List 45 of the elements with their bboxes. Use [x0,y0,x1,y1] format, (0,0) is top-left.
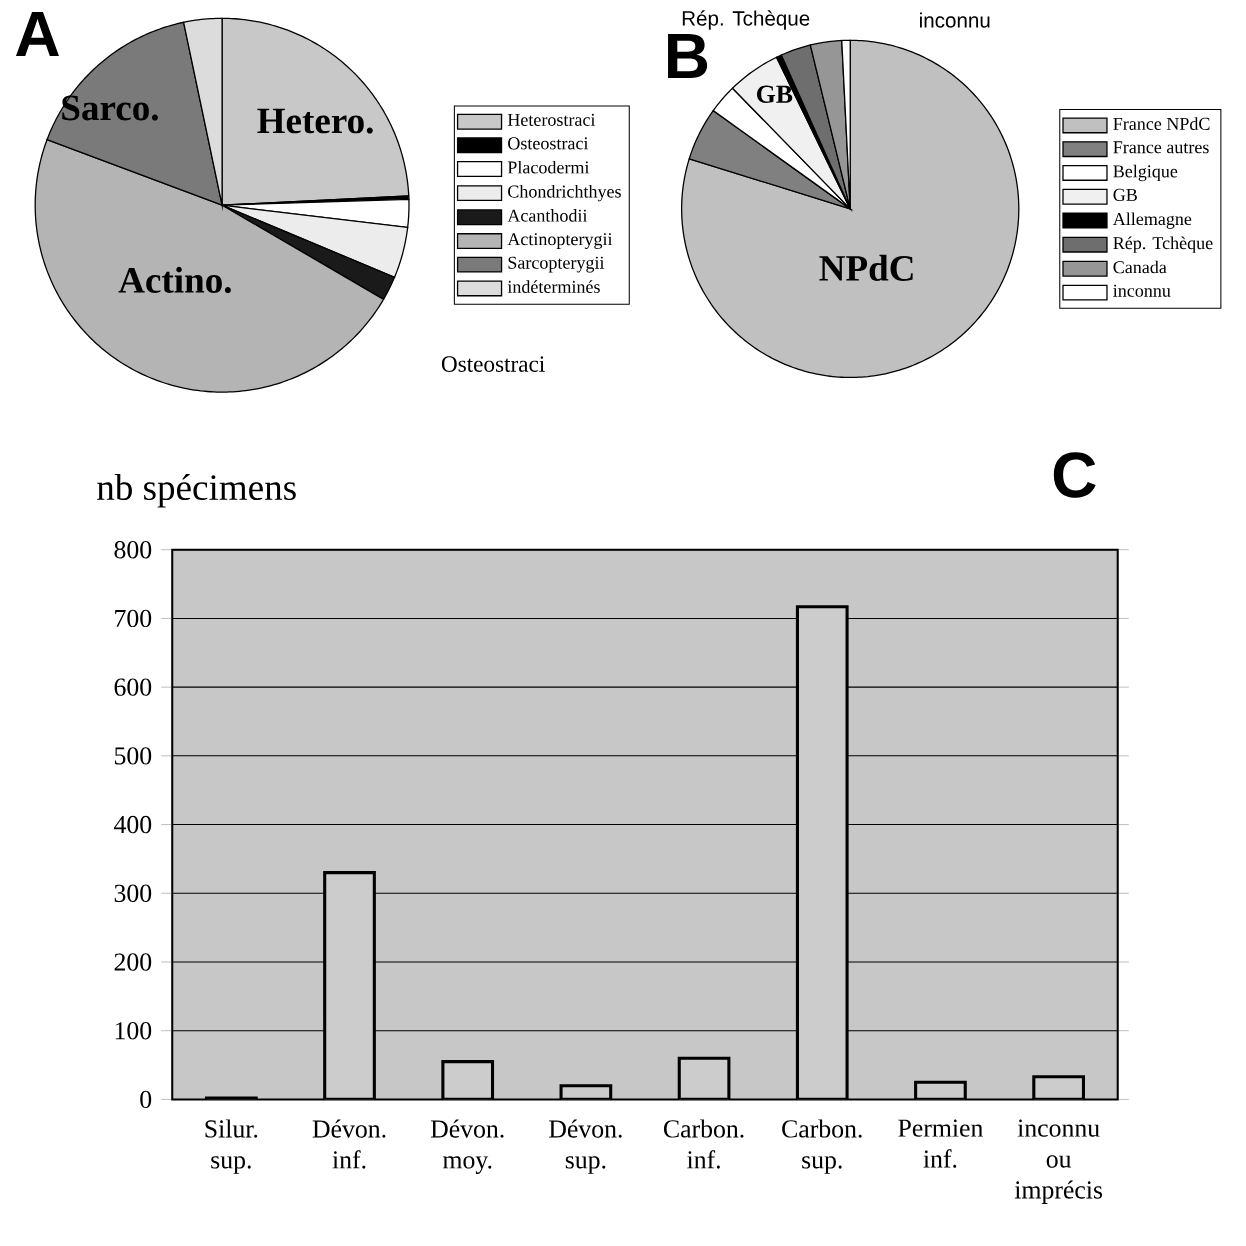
y-tick-label: 500 [115,747,152,765]
legend-label: Belgique [1113,164,1178,182]
legend-label: Chondrichthyes [508,184,621,202]
y-tick-label: 200 [114,953,152,971]
y-tick-label: 100 [115,1022,152,1040]
legend-label: France autres [1113,141,1209,154]
text: Sarco. [62,95,158,121]
legend-label: Heterostraci [507,113,596,126]
chart-title: A [15,11,59,57]
x-tick-label: Dévon. moy. [430,1119,504,1174]
legend-label: France NPdC [1113,117,1210,130]
y-axis-title: nb spécimens [97,473,296,508]
x-tick-label: Permien inf. [898,1119,983,1168]
x-tick-label: Dévon. sup. [549,1119,622,1174]
legend-label: Acanthodii [507,209,588,222]
legend-label: Actinopterygii [507,233,613,249]
legend-label: Placodermi [507,160,590,174]
x-tick-label: Carbon. sup. [782,1119,862,1174]
x-tick-label: Silur. sup. [205,1119,258,1174]
y-tick-label: 400 [113,815,152,834]
legend-label: Allemagne [1112,212,1192,229]
legend-label: GB [1113,188,1137,201]
chart-title: B [668,33,708,79]
y-tick-label: 0 [140,1090,152,1109]
legend-label: inconnu [1113,284,1171,297]
x-tick-label: Dévon. inf. [312,1119,386,1169]
text: Rép. Tchèque [682,10,810,30]
legend-label: indéterminés [507,280,600,293]
y-tick-label: 800 [114,541,152,559]
legend-label: Canada [1113,260,1167,274]
y-tick-label: 700 [115,609,152,628]
text: GB [757,85,793,103]
x-tick-label: Carbon. inf. [663,1119,744,1169]
y-tick-label: 300 [114,884,152,902]
x-tick-label: inconnu ou imprécis [1014,1119,1103,1204]
legend-label: Rép. Tchèque [1113,236,1213,253]
text: Osteostraci [441,356,545,372]
legend-label: Osteostraci [508,137,589,150]
text: inconnu [920,12,990,28]
chart-title: C [1053,452,1096,498]
text: Actino. [118,266,231,294]
text: NPdC [819,254,913,281]
legend-label: Sarcopterygii [508,256,605,273]
text: Hetero. [257,108,373,134]
y-tick-label: 600 [114,678,152,696]
